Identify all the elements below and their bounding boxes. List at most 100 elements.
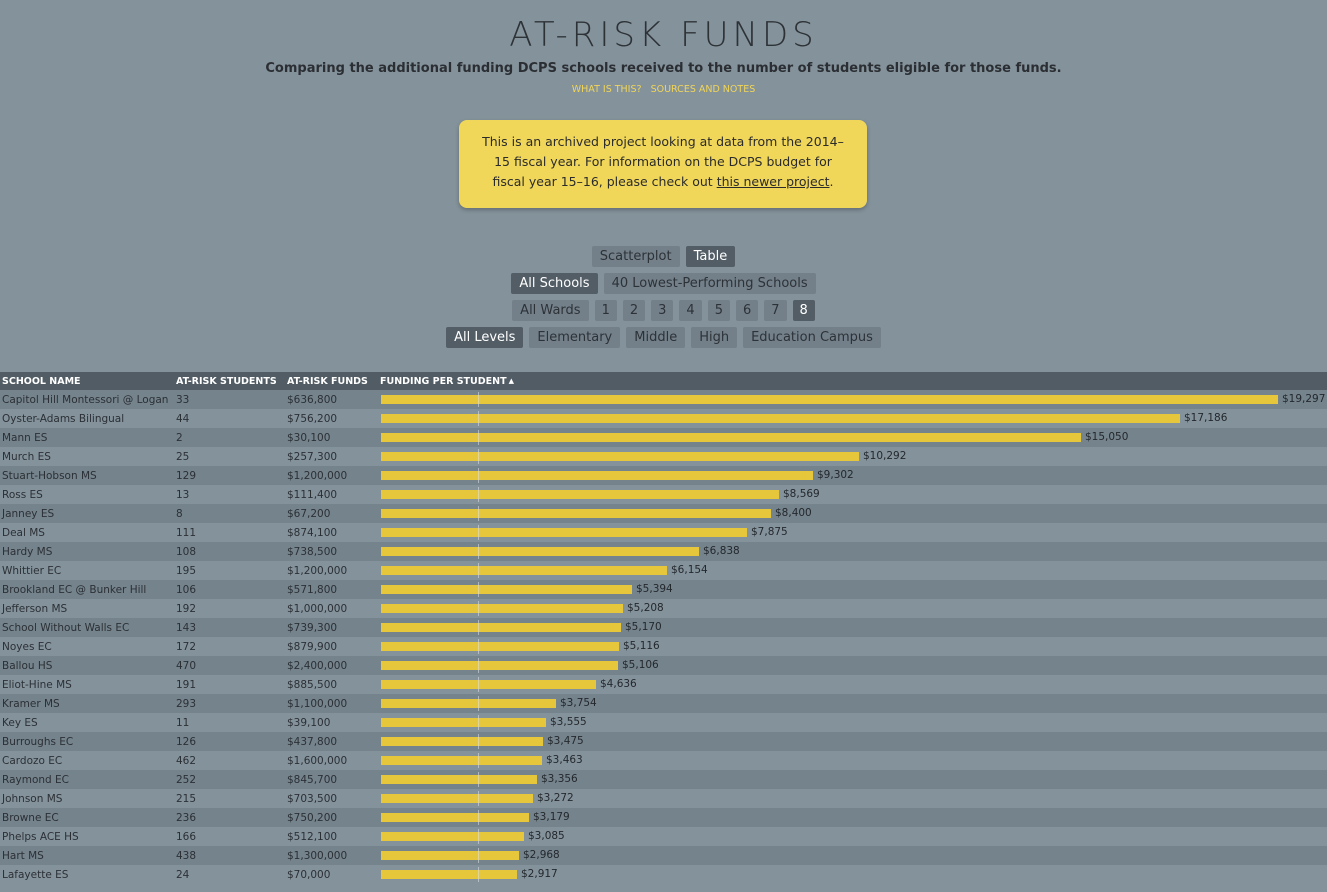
all-wards-button[interactable]: All Wards: [512, 300, 589, 321]
average-reference-line: [478, 506, 479, 521]
table-row[interactable]: Brookland EC @ Bunker Hill 106 $571,800 $5,…: [0, 580, 1327, 599]
table-row[interactable]: Johnson MS 215 $703,500 $3,272: [0, 789, 1327, 808]
header-links: WHAT IS THIS? SOURCES AND NOTES: [0, 84, 1327, 96]
funding-bar: [381, 870, 517, 879]
funding-bar-label: $3,475: [547, 735, 584, 747]
at-risk-funds-cell: $30,100: [285, 428, 378, 447]
table-row[interactable]: Ballou HS 470 $2,400,000 $5,106: [0, 656, 1327, 675]
table-header-row: SCHOOL NAME AT-RISK STUDENTS AT-RISK FUN…: [0, 372, 1327, 390]
funding-per-student-cell: $8,569: [378, 485, 1327, 504]
page-subtitle: Comparing the additional funding DCPS sc…: [265, 61, 1062, 76]
funding-bar: [381, 509, 771, 518]
ward-1-button[interactable]: 1: [594, 300, 617, 321]
col-header-at-risk-funds[interactable]: AT-RISK FUNDS: [285, 372, 378, 390]
elementary-button[interactable]: Elementary: [529, 327, 621, 348]
table-row[interactable]: Key ES 11 $39,100 $3,555: [0, 713, 1327, 732]
scatterplot-button[interactable]: Scatterplot: [591, 246, 680, 267]
at-risk-students-cell: 8: [174, 504, 285, 523]
funding-bar-label: $8,400: [775, 507, 812, 519]
school-name-cell: Hardy MS: [0, 542, 174, 561]
table-row[interactable]: Mann ES 2 $30,100 $15,050: [0, 428, 1327, 447]
table-row[interactable]: Phelps ACE HS 166 $512,100 $3,085: [0, 827, 1327, 846]
at-risk-funds-cell: $739,300: [285, 618, 378, 637]
ward-5-button[interactable]: 5: [707, 300, 730, 321]
average-reference-line: [478, 696, 479, 711]
funding-per-student-cell: $5,394: [378, 580, 1327, 599]
table-button[interactable]: Table: [685, 246, 736, 267]
at-risk-students-cell: 462: [174, 751, 285, 770]
sources-notes-link[interactable]: SOURCES AND NOTES: [650, 84, 756, 95]
table-row[interactable]: Stuart-Hobson MS 129 $1,200,000 $9,302: [0, 466, 1327, 485]
average-reference-line: [478, 734, 479, 749]
average-reference-line: [478, 544, 479, 559]
at-risk-students-cell: 293: [174, 694, 285, 713]
average-reference-line: [478, 449, 479, 464]
table-row[interactable]: Jefferson MS 192 $1,000,000 $5,208: [0, 599, 1327, 618]
average-reference-line: [478, 753, 479, 768]
table-row[interactable]: Noyes EC 172 $879,900 $5,116: [0, 637, 1327, 656]
education-campus-button[interactable]: Education Campus: [743, 327, 881, 348]
ward-4-button[interactable]: 4: [679, 300, 702, 321]
newer-project-link[interactable]: this newer project: [716, 174, 830, 189]
at-risk-funds-cell: $636,800: [285, 390, 378, 409]
school-name-cell: Hart MS: [0, 846, 174, 865]
funding-bar: [381, 604, 623, 613]
funding-bar-label: $3,754: [560, 697, 597, 709]
school-name-cell: Whittier EC: [0, 561, 174, 580]
funding-bar-label: $3,356: [541, 773, 578, 785]
all-levels-button[interactable]: All Levels: [446, 327, 524, 348]
average-reference-line: [478, 601, 479, 616]
table-row[interactable]: Lafayette ES 24 $70,000 $2,917: [0, 865, 1327, 884]
average-reference-line: [478, 430, 479, 445]
ward-6-button[interactable]: 6: [735, 300, 759, 321]
average-reference-line: [478, 392, 479, 407]
average-reference-line: [478, 829, 479, 844]
funding-bar: [381, 490, 779, 499]
ward-2-button[interactable]: 2: [622, 300, 646, 321]
table-row[interactable]: Hart MS 438 $1,300,000 $2,968: [0, 846, 1327, 865]
funding-bar-label: $5,106: [622, 659, 659, 671]
table-row[interactable]: Browne EC 236 $750,200 $3,179: [0, 808, 1327, 827]
table-row[interactable]: Murch ES 25 $257,300 $10,292: [0, 447, 1327, 466]
funding-bar-label: $10,292: [863, 450, 907, 462]
funding-bar: [381, 699, 556, 708]
at-risk-students-cell: 2: [174, 428, 285, 447]
all-schools-button[interactable]: All Schools: [511, 273, 598, 294]
table-row[interactable]: Kramer MS 293 $1,100,000 $3,754: [0, 694, 1327, 713]
at-risk-funds-cell: $845,700: [285, 770, 378, 789]
funding-bar-label: $4,636: [600, 678, 637, 690]
table-row[interactable]: Hardy MS 108 $738,500 $6,838: [0, 542, 1327, 561]
funding-bar-label: $17,186: [1184, 412, 1228, 424]
high-button[interactable]: High: [691, 327, 738, 348]
table-row[interactable]: Deal MS 111 $874,100 $7,875: [0, 523, 1327, 542]
ward-7-button[interactable]: 7: [764, 300, 787, 321]
col-header-at-risk-students[interactable]: AT-RISK STUDENTS: [174, 372, 285, 390]
table-row[interactable]: Oyster-Adams Bilingual 44 $756,200 $17,186: [0, 409, 1327, 428]
at-risk-funds-cell: $750,200: [285, 808, 378, 827]
col-header-funding-per-student[interactable]: FUNDING PER STUDENT ▲: [378, 372, 1327, 390]
funding-bar-label: $3,272: [537, 792, 574, 804]
table-row[interactable]: Janney ES 8 $67,200 $8,400: [0, 504, 1327, 523]
funding-per-student-cell: $3,555: [378, 713, 1327, 732]
funding-per-student-cell: $17,186: [378, 409, 1327, 428]
at-risk-funds-cell: $874,100: [285, 523, 378, 542]
funding-bar: [381, 566, 667, 575]
lowest-performing-button[interactable]: 40 Lowest-Performing Schools: [603, 273, 816, 294]
at-risk-students-cell: 252: [174, 770, 285, 789]
table-row[interactable]: Ross ES 13 $111,400 $8,569: [0, 485, 1327, 504]
table-row[interactable]: Capitol Hill Montessori @ Logan 33 $636,80…: [0, 390, 1327, 409]
table-row[interactable]: Burroughs EC 126 $437,800 $3,475: [0, 732, 1327, 751]
col-header-school-name[interactable]: SCHOOL NAME: [0, 372, 174, 390]
middle-button[interactable]: Middle: [626, 327, 686, 348]
funding-per-student-cell: $5,106: [378, 656, 1327, 675]
funding-bar: [381, 851, 519, 860]
table-row[interactable]: Eliot-Hine MS 191 $885,500 $4,636: [0, 675, 1327, 694]
ward-3-button[interactable]: 3: [651, 300, 674, 321]
table-row[interactable]: Cardozo EC 462 $1,600,000 $3,463: [0, 751, 1327, 770]
ward-filter: All Wards 1 2 3 4 5 6 7 8: [0, 300, 1327, 321]
table-row[interactable]: Raymond EC 252 $845,700 $3,356: [0, 770, 1327, 789]
what-is-this-link[interactable]: WHAT IS THIS?: [571, 84, 642, 95]
ward-8-button[interactable]: 8: [792, 300, 815, 321]
table-row[interactable]: Whittier EC 195 $1,200,000 $6,154: [0, 561, 1327, 580]
table-row[interactable]: School Without Walls EC 143 $739,300 $5,170: [0, 618, 1327, 637]
